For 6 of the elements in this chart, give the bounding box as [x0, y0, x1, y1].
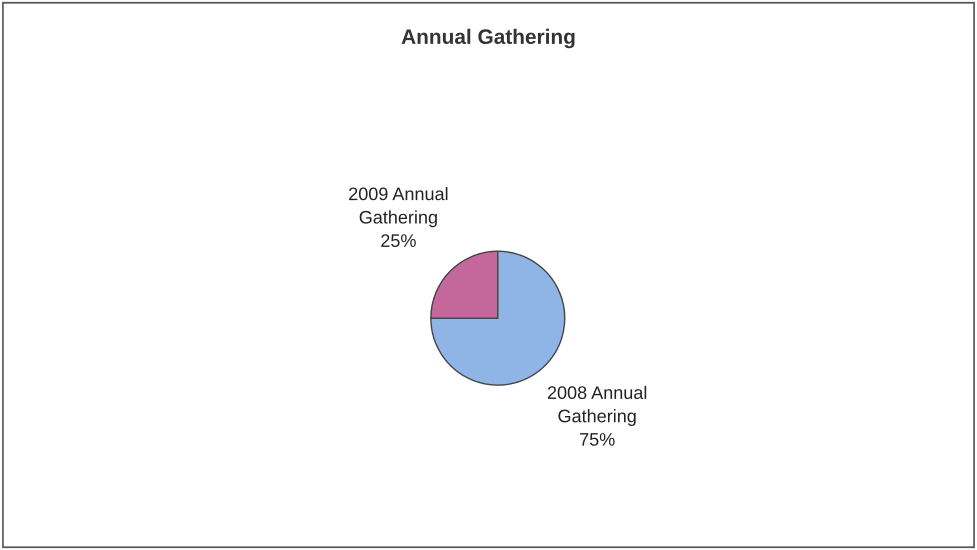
slice-label: 2008 Annual Gathering [548, 386, 646, 426]
chart-title: Annual Gathering [402, 28, 574, 48]
data-label: 75% [580, 433, 615, 446]
pie-slice [430, 250, 566, 386]
slice-label: 2009 Annual Gathering [349, 186, 448, 228]
data-label: 25% [381, 234, 416, 248]
